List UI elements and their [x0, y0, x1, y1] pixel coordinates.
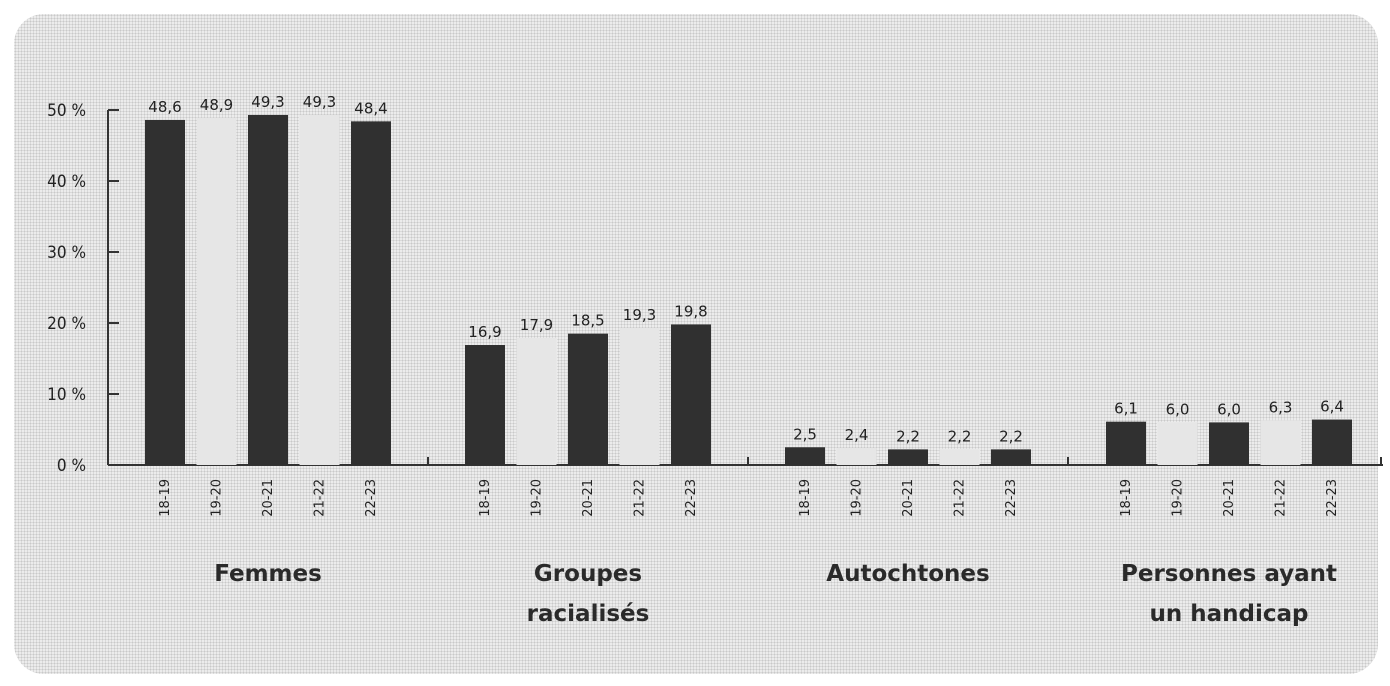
y-axis-tick-label: 40 % — [47, 172, 86, 192]
bar-period-label: 20-21 — [901, 479, 916, 517]
bar-period-label: 21-22 — [1274, 479, 1289, 517]
bar-period-label: 22-23 — [364, 479, 379, 517]
category-label: Femmes — [214, 561, 322, 587]
bar — [248, 114, 288, 465]
bar-value-label: 49,3 — [251, 93, 284, 111]
bar-value-label: 48,9 — [200, 96, 233, 114]
y-axis-tick-label: 50 % — [47, 101, 86, 121]
bar-period-label: 21-22 — [313, 479, 328, 517]
y-axis-tick-label: 10 % — [47, 385, 86, 405]
bar — [939, 449, 980, 465]
bar — [516, 337, 557, 465]
bar — [568, 333, 608, 465]
bar-period-label: 20-21 — [581, 479, 596, 517]
bar — [1312, 419, 1352, 465]
bar — [145, 119, 185, 465]
bar — [351, 121, 391, 466]
category-label: racialisés — [527, 601, 650, 627]
bar-period-label: 18-19 — [158, 479, 173, 517]
bar-period-label: 22-23 — [1004, 479, 1019, 517]
bar-period-label: 22-23 — [684, 479, 699, 517]
bar-period-label: 21-22 — [633, 479, 648, 517]
bar-value-label: 6,4 — [1320, 398, 1344, 416]
bar-period-label: 21-22 — [953, 479, 968, 517]
bar — [1106, 421, 1146, 465]
bar-value-label: 49,3 — [303, 93, 336, 111]
bar-value-label: 6,1 — [1114, 400, 1138, 418]
bar — [836, 447, 877, 465]
bar-value-label: 2,2 — [999, 427, 1023, 445]
bar-value-label: 17,9 — [520, 316, 553, 334]
bar-value-label: 48,4 — [354, 99, 387, 117]
bar-period-label: 22-23 — [1325, 479, 1340, 517]
bar-value-label: 19,3 — [623, 306, 656, 324]
bar-period-label: 18-19 — [1119, 479, 1134, 517]
bar-period-label: 18-19 — [798, 479, 813, 517]
bar-value-label: 19,8 — [674, 302, 707, 320]
category-label: Groupes — [534, 561, 642, 587]
bar — [888, 449, 928, 465]
bar-value-label: 2,4 — [845, 426, 869, 444]
bar-value-label: 18,5 — [571, 312, 604, 330]
bar-value-label: 48,6 — [148, 98, 181, 116]
bar-period-label: 20-21 — [261, 479, 276, 517]
category-label: Personnes ayant — [1121, 561, 1337, 587]
bar — [785, 447, 825, 465]
bar-value-label: 6,0 — [1166, 400, 1190, 418]
bar-period-label: 19-20 — [1171, 479, 1186, 517]
bar-value-label: 6,0 — [1217, 400, 1241, 418]
bar — [1209, 422, 1249, 465]
bar — [1157, 422, 1198, 465]
bar — [465, 345, 505, 465]
y-axis-tick-label: 20 % — [47, 314, 86, 334]
bar — [671, 324, 711, 465]
bar-period-label: 19-20 — [850, 479, 865, 517]
bar — [299, 114, 340, 465]
category-label: Autochtones — [826, 561, 989, 587]
bar — [991, 449, 1031, 465]
category-label: un handicap — [1150, 601, 1309, 627]
bar-value-label: 2,2 — [896, 427, 920, 445]
bar — [619, 327, 660, 465]
y-axis-tick-label: 0 % — [57, 456, 86, 476]
bar — [1260, 420, 1301, 465]
bar-period-label: 18-19 — [478, 479, 493, 517]
bar-period-label: 19-20 — [530, 479, 545, 517]
bar — [196, 117, 237, 465]
bar-value-label: 2,2 — [948, 427, 972, 445]
y-axis-tick-label: 30 % — [47, 243, 86, 263]
bar-period-label: 20-21 — [1222, 479, 1237, 517]
bar-value-label: 16,9 — [468, 323, 501, 341]
bar-value-label: 2,5 — [793, 425, 817, 443]
bar-period-label: 19-20 — [210, 479, 225, 517]
bar-value-label: 6,3 — [1269, 398, 1293, 416]
